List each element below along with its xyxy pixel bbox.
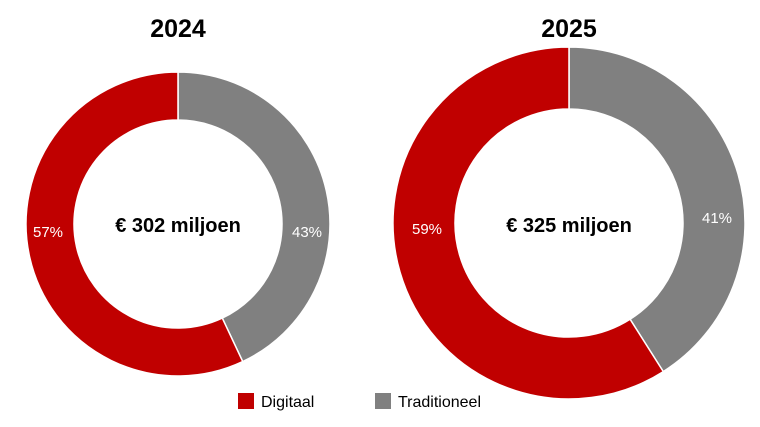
slice-label-digitaal-2024: 57% (33, 224, 63, 241)
legend-label-digitaal: Digitaal (261, 394, 314, 411)
center-label-2024: € 302 miljoen (115, 215, 241, 237)
slice-label-digitaal-2025: 59% (412, 221, 442, 238)
chart-title-2024: 2024 (150, 15, 206, 43)
legend-label-traditioneel: Traditioneel (398, 394, 481, 411)
donut-chart-2025: 2025 € 325 miljoen 59% 41% (392, 15, 746, 400)
slice-digitaal-2024 (25, 71, 244, 377)
slice-traditioneel-2025 (568, 46, 746, 373)
donut-chart-2024: 2024 € 302 miljoen 57% 43% (25, 15, 331, 377)
legend-swatch-traditioneel (375, 393, 391, 409)
slice-traditioneel-2024 (177, 71, 331, 363)
donut-slices-2024 (25, 71, 331, 377)
chart-title-2025: 2025 (541, 15, 597, 43)
slice-label-traditioneel-2024: 43% (292, 224, 322, 241)
slice-digitaal-2025 (392, 46, 665, 400)
legend: Digitaal Traditioneel (238, 393, 481, 411)
legend-swatch-digitaal (238, 393, 254, 409)
donut-slices-2025 (392, 46, 746, 400)
center-label-2025: € 325 miljoen (506, 215, 632, 237)
slice-label-traditioneel-2025: 41% (702, 210, 732, 227)
